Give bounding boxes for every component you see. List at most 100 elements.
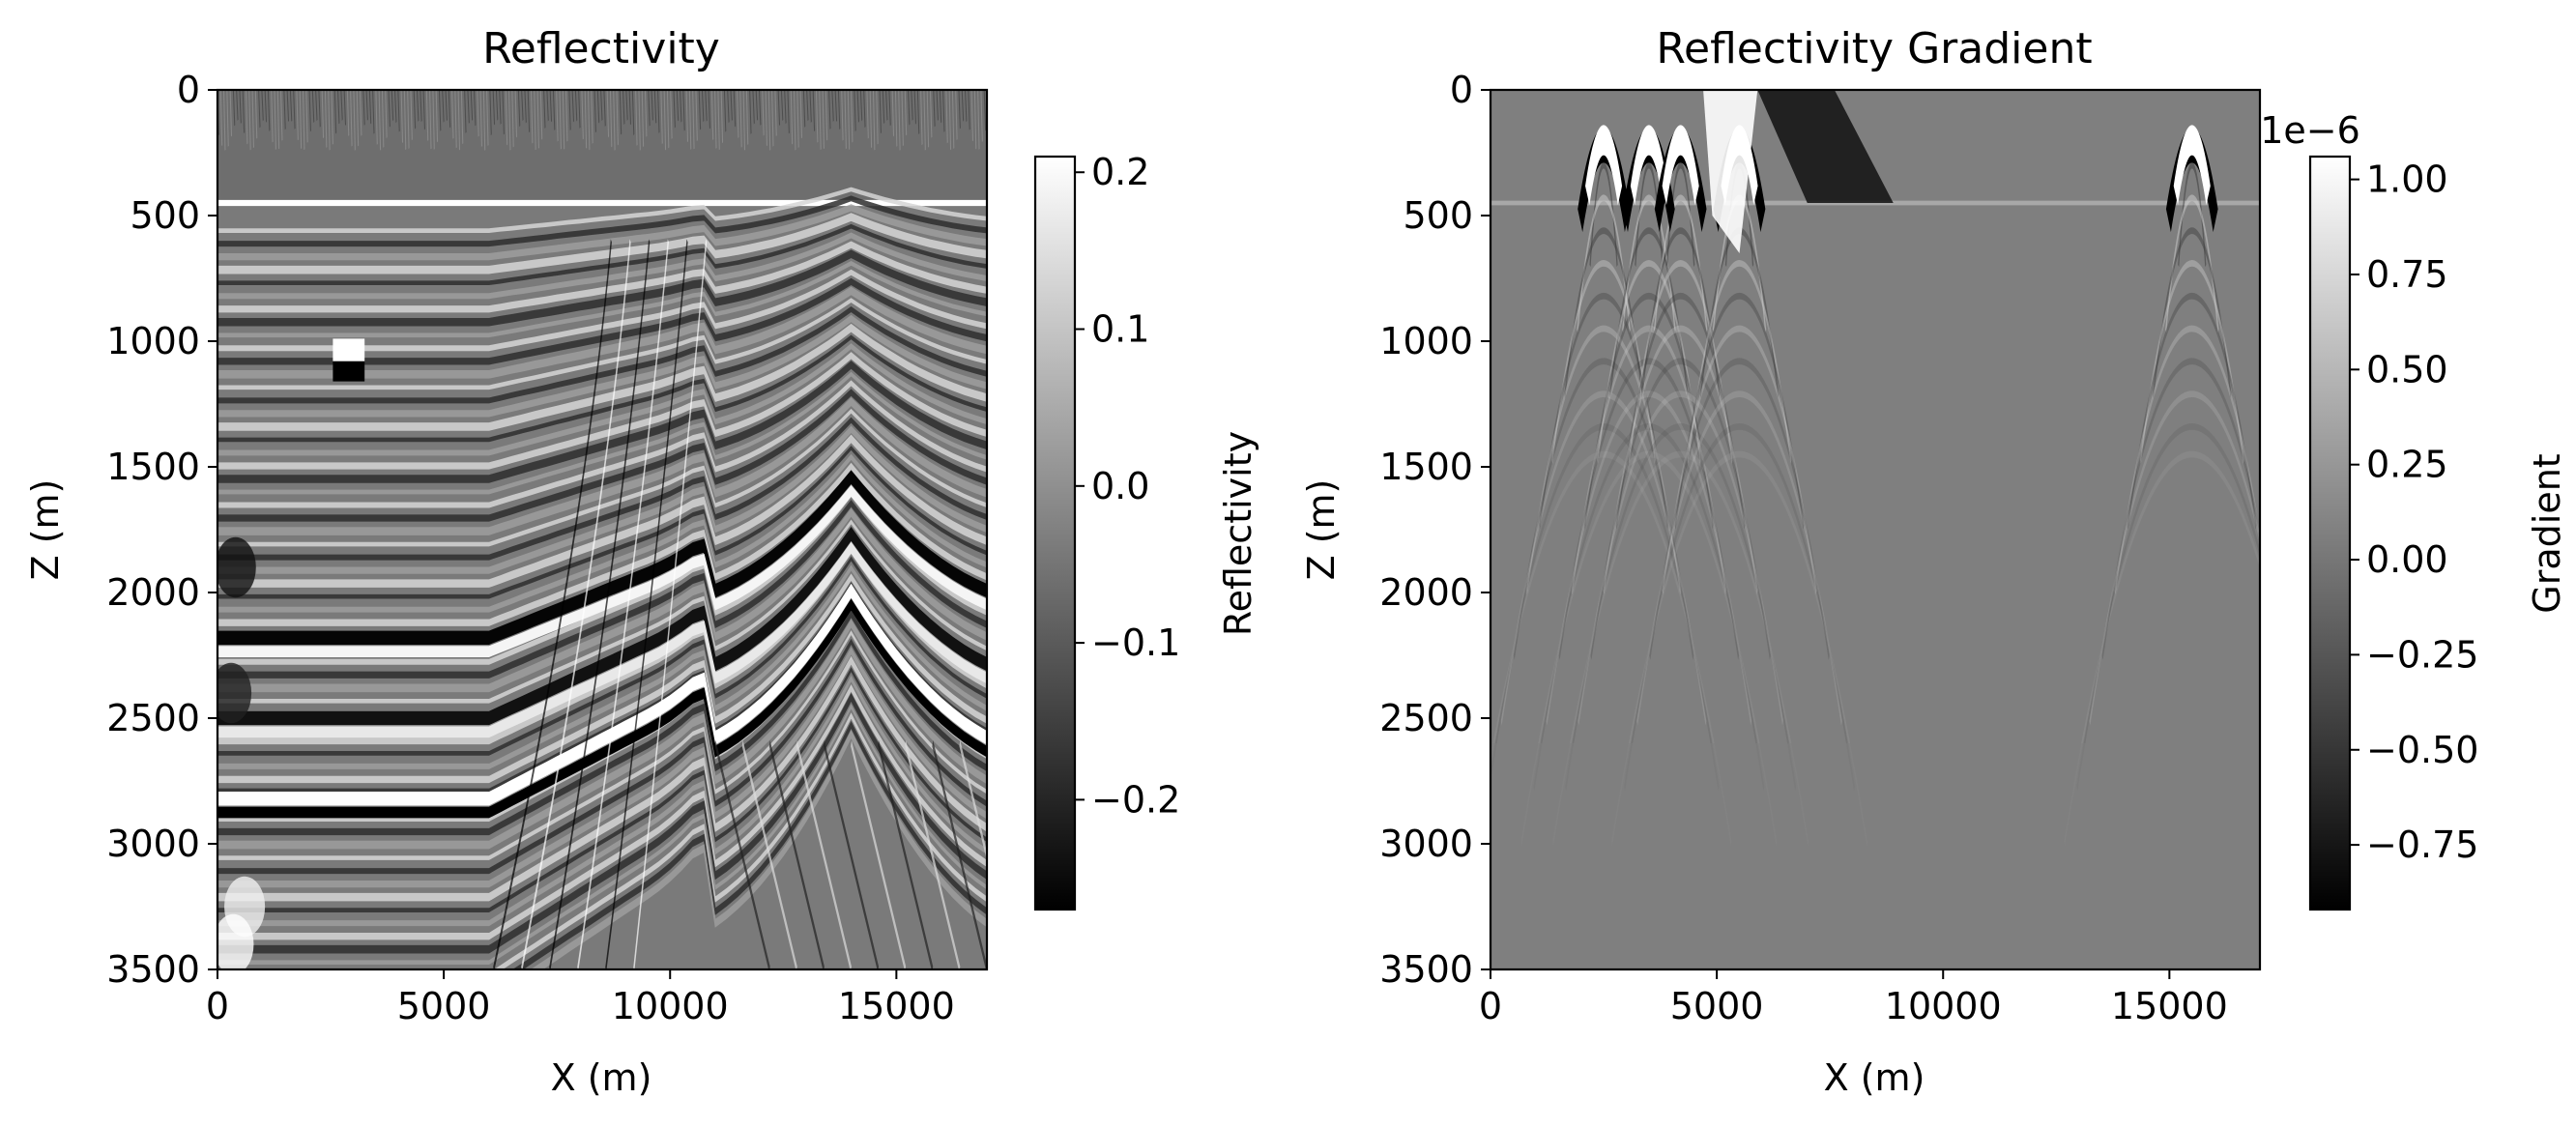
shallow-streak	[742, 90, 746, 151]
colorbar-tick-label: 0.2	[1091, 151, 1149, 193]
x-axis-label: X (m)	[1824, 1056, 1925, 1099]
wavefront-arc	[1636, 390, 1842, 726]
panel-reflectivity-gradient: Reflectivity Gradient 0 5000 10000 15000 X …	[1300, 24, 2568, 1099]
wavefront-arc	[1539, 292, 1669, 530]
reflector-layer	[217, 573, 987, 784]
reflector-layer	[217, 334, 987, 443]
shallow-streak	[489, 90, 492, 136]
shallow-streak	[229, 90, 233, 137]
shallow-streak	[584, 90, 588, 149]
colorbar-tick-label: −0.2	[1091, 778, 1180, 821]
colorbar-tick-label: 0.75	[2366, 253, 2448, 296]
shallow-streak	[774, 90, 777, 137]
strong-reflector	[217, 470, 987, 645]
shallow-streak	[920, 90, 923, 146]
shallow-streak	[470, 90, 474, 122]
shallow-streak	[524, 90, 527, 124]
shallow-streak	[879, 90, 882, 134]
shallow-streak	[271, 90, 274, 143]
shallow-streak	[834, 90, 838, 123]
reflector-layer	[217, 630, 987, 860]
wavefront-arc	[1687, 260, 1792, 464]
reflector-layer	[217, 361, 987, 483]
shallow-streak	[299, 90, 303, 150]
shallow-streak	[587, 90, 591, 151]
shallow-streak	[539, 90, 543, 140]
shallow-streak	[809, 90, 812, 124]
shallow-streak	[223, 90, 226, 151]
heatmap-gradient	[1491, 90, 2260, 969]
wavefront-arc	[1622, 195, 1676, 333]
shallow-streak	[372, 90, 375, 134]
shallow-streak	[815, 90, 819, 143]
shallow-streak	[613, 90, 616, 151]
reflector-layer	[217, 397, 987, 535]
shallow-streak	[315, 90, 318, 122]
reflector-layer	[217, 564, 987, 769]
diffraction-streak	[768, 739, 825, 969]
shallow-streak	[796, 90, 799, 148]
shallow-streak	[511, 90, 514, 148]
reflector-layer	[217, 187, 987, 233]
strong-reflector	[217, 484, 987, 657]
shallow-streak	[904, 90, 908, 136]
shallow-streak	[521, 90, 524, 122]
strong-reflector	[217, 583, 987, 806]
shallow-streak	[859, 90, 863, 122]
wavefront-arc	[1615, 292, 1746, 530]
reflector-layer	[217, 223, 987, 286]
y-tick-label: 3500	[1379, 948, 1473, 991]
shallow-streak	[302, 90, 305, 151]
shallow-streak	[413, 90, 417, 130]
reflector-layer	[217, 380, 987, 508]
shallow-streak	[305, 90, 308, 143]
shallow-streak	[508, 90, 511, 151]
x-ticks: 0 5000 10000 15000	[206, 969, 955, 1027]
strong-reflector	[217, 527, 987, 726]
edge-blotch	[217, 913, 254, 969]
shallow-streak	[673, 90, 676, 129]
x-tick-label: 15000	[838, 985, 955, 1027]
shallow-streak	[680, 90, 682, 123]
shallow-streak	[432, 90, 435, 150]
shallow-streak	[777, 90, 781, 127]
wavefront-arc	[1533, 423, 1765, 792]
y-tick-label: 0	[177, 69, 200, 111]
colorbar-tick-label: 0.00	[2366, 538, 2448, 581]
shallow-streak	[591, 90, 593, 144]
diffraction-streak	[905, 739, 961, 969]
anomaly-bright	[333, 338, 365, 361]
shallow-streak	[641, 90, 645, 147]
shallow-streak	[739, 90, 742, 148]
reflector-layer	[217, 683, 987, 940]
plot-frame	[216, 88, 989, 971]
shallow-streak	[745, 90, 749, 145]
colorbar-tick-label: 1.00	[2366, 159, 2448, 201]
wavefront-arc	[1546, 390, 1752, 726]
wavefront-arc	[1590, 358, 1771, 660]
colorbar-label: Reflectivity	[1217, 431, 1259, 636]
shallow-streak	[968, 90, 970, 130]
shallow-streak	[765, 90, 767, 147]
shallow-streak	[381, 90, 385, 148]
shallow-streak	[644, 90, 648, 137]
shallow-streak	[784, 90, 787, 125]
chart-title: Reflectivity Gradient	[1656, 24, 2092, 73]
x-tick-label: 5000	[1670, 985, 1764, 1027]
shallow-streak	[321, 90, 325, 139]
shallow-streak	[264, 90, 268, 123]
chart-title: Reflectivity	[482, 24, 720, 73]
shallow-streak	[698, 90, 702, 130]
plot-frame	[1489, 88, 2262, 971]
shallow-streak	[831, 90, 834, 122]
shallow-streak	[936, 90, 939, 122]
shallow-streak	[965, 90, 968, 123]
reflector-layer	[217, 667, 987, 912]
shallow-streak	[495, 90, 499, 121]
diffraction-streak	[932, 739, 987, 969]
shallow-streak	[365, 90, 368, 121]
shallow-streak	[410, 90, 413, 141]
shallow-streak	[780, 90, 784, 121]
diffraction-streak	[959, 739, 987, 861]
colorbar: 0.2 0.1 0.0 −0.1 −0.2 Reflectivity	[1033, 151, 1259, 911]
